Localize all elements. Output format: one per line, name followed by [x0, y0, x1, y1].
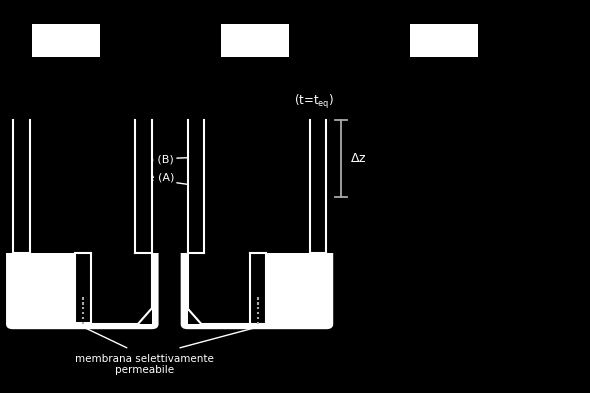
- Text: (t=0): (t=0): [111, 98, 142, 111]
- Text: $\Delta$z: $\Delta$z: [350, 152, 366, 165]
- Text: (t=t$_\mathrm{eq}$): (t=t$_\mathrm{eq}$): [294, 93, 334, 111]
- Bar: [13, 120, 91, 218]
- Text: soluto (B): soluto (B): [120, 154, 260, 164]
- Bar: [75, 252, 91, 322]
- Bar: [188, 120, 266, 324]
- FancyBboxPatch shape: [182, 116, 332, 328]
- Text: soluzione ipertonica: soluzione ipertonica: [203, 65, 308, 75]
- Bar: [91, 120, 152, 324]
- Text: membrana selettivamente
permeabile: membrana selettivamente permeabile: [75, 354, 214, 375]
- Bar: [266, 120, 326, 252]
- Text: soluzione ipotonica: soluzione ipotonica: [17, 65, 117, 75]
- Bar: [32, 24, 100, 57]
- Bar: [0, 0, 30, 253]
- Bar: [310, 0, 590, 253]
- Bar: [135, 0, 590, 253]
- Bar: [250, 252, 266, 322]
- Bar: [221, 24, 289, 57]
- Bar: [0, 0, 204, 253]
- Text: solvente (A): solvente (A): [107, 173, 260, 195]
- Bar: [410, 24, 478, 57]
- Text: soluzioni isotoniche: soluzioni isotoniche: [393, 65, 496, 75]
- FancyBboxPatch shape: [7, 116, 158, 328]
